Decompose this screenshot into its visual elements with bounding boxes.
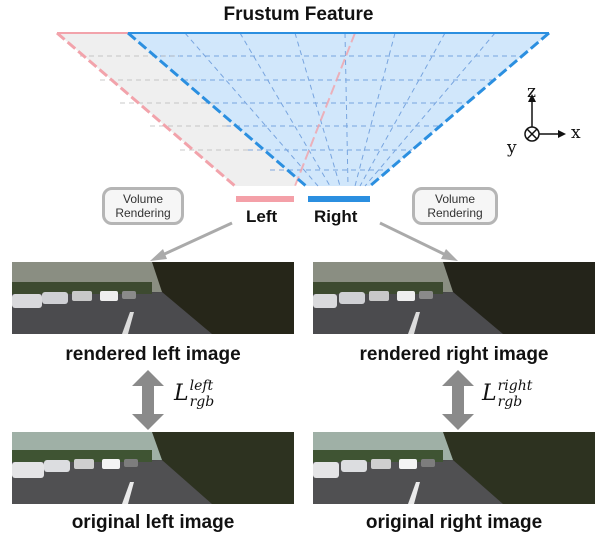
original-right-caption: original right image — [313, 512, 595, 534]
right-double-arrow — [438, 370, 478, 430]
render-arrows — [0, 215, 597, 265]
x-axis-label: x — [571, 123, 581, 143]
original-right-image — [313, 432, 595, 504]
original-left-caption: original left image — [12, 512, 294, 534]
left-loss-base: L — [174, 381, 189, 406]
right-loss-base: L — [482, 381, 497, 406]
left-image-plane — [236, 196, 294, 202]
right-image-plane — [308, 196, 370, 202]
right-loss-sup: right — [498, 378, 533, 394]
rendered-left-image — [12, 262, 294, 334]
left-double-arrow — [128, 370, 168, 430]
left-loss-sub: rgb — [190, 394, 215, 410]
rendered-right-image — [313, 262, 595, 334]
rendered-right-caption: rendered right image — [313, 344, 595, 366]
y-axis-label: y — [507, 138, 517, 158]
rendered-left-caption: rendered left image — [12, 344, 294, 366]
original-left-image — [12, 432, 294, 504]
left-loss-sup: left — [190, 378, 215, 394]
vr-right-line1: Volume — [415, 192, 495, 206]
z-axis-label: z — [527, 82, 536, 102]
vr-left-line1: Volume — [105, 192, 181, 206]
right-loss-sub: rgb — [498, 394, 533, 410]
